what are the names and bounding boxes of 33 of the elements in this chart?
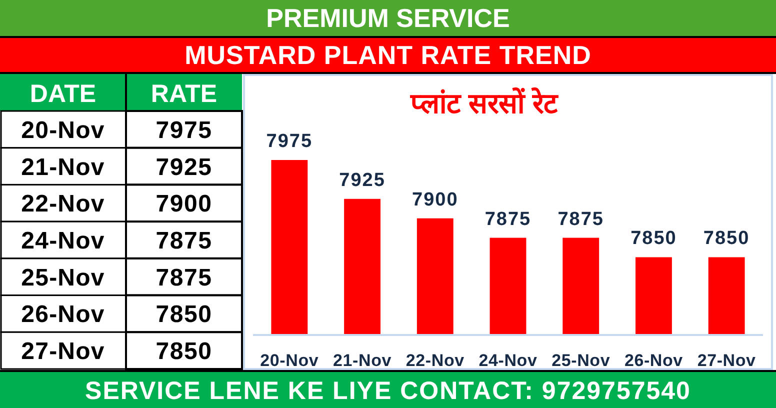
category-label: 24-Nov: [21, 228, 105, 254]
category-label: 25-Nov: [21, 264, 105, 292]
text: MUSTARD PLANT RATE TREND: [184, 40, 592, 70]
data-label: 7925: [339, 170, 386, 191]
data-label: 7875: [484, 208, 532, 230]
text: DATE: [30, 80, 96, 108]
data-label: 7975: [156, 116, 212, 144]
data-label: 7875: [558, 208, 604, 230]
data-label: 7900: [156, 190, 212, 218]
category-label: 20-Nov: [21, 116, 105, 144]
x-tick-label: 22-Nov: [406, 351, 465, 370]
data-label: 7875: [156, 264, 212, 292]
x-tick-label: 27-Nov: [697, 351, 756, 370]
data-label: 7975: [266, 131, 313, 152]
data-label: 7850: [156, 301, 212, 328]
x-tick-label: 21-Nov: [333, 351, 392, 370]
category-label: 26-Nov: [21, 301, 105, 328]
x-tick-label: 25-Nov: [552, 351, 610, 370]
data-label: 7850: [630, 228, 677, 250]
chart-title: प्लांट सरसों रेट: [410, 87, 558, 119]
data-label: 7850: [156, 338, 212, 366]
data-label: 7875: [156, 228, 212, 254]
x-tick-label: 26-Nov: [624, 351, 684, 370]
category-label: 22-Nov: [21, 190, 105, 218]
x-tick-label: 20-Nov: [260, 351, 319, 370]
data-label: 7925: [156, 154, 212, 181]
text: SERVICE LENE KE LIYE CONTACT: 9729757540: [85, 377, 691, 405]
text: PREMIUM SERVICE: [266, 3, 510, 33]
data-label: 7850: [703, 228, 750, 250]
category-label: 21-Nov: [21, 154, 105, 181]
x-tick-label: 24-Nov: [478, 351, 538, 370]
text: RATE: [150, 80, 218, 108]
data-label: 7900: [412, 189, 458, 210]
